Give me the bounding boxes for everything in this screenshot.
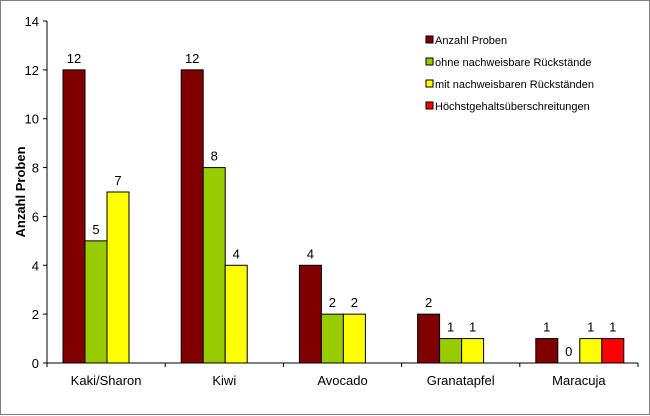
bar bbox=[439, 338, 463, 364]
data-label: 1 bbox=[447, 320, 454, 335]
data-label: 1 bbox=[543, 320, 550, 335]
data-label: 12 bbox=[185, 51, 199, 66]
data-label: 2 bbox=[425, 295, 432, 310]
bar bbox=[106, 191, 130, 364]
y-tick-label: 10 bbox=[25, 112, 39, 127]
bar bbox=[320, 313, 344, 364]
legend-swatch bbox=[425, 57, 434, 66]
data-label: 5 bbox=[92, 222, 99, 237]
y-tick-label: 0 bbox=[32, 356, 39, 371]
legend-swatch bbox=[425, 101, 434, 110]
y-tick-label: 2 bbox=[32, 307, 39, 322]
data-label: 1 bbox=[609, 320, 616, 335]
data-label: 0 bbox=[565, 344, 572, 359]
data-label: 1 bbox=[469, 320, 476, 335]
legend-label: Anzahl Proben bbox=[435, 35, 507, 47]
data-label: 2 bbox=[351, 295, 358, 310]
bar bbox=[298, 264, 322, 364]
bar bbox=[180, 69, 204, 364]
y-tick-label: 14 bbox=[25, 14, 39, 29]
data-label: 2 bbox=[329, 295, 336, 310]
bar bbox=[224, 264, 248, 364]
bar bbox=[579, 338, 603, 364]
legend-swatch bbox=[425, 79, 434, 88]
legend-swatch bbox=[425, 35, 434, 44]
bar bbox=[342, 313, 366, 364]
y-tick-label: 12 bbox=[25, 63, 39, 78]
y-tick-label: 4 bbox=[32, 258, 39, 273]
legend-label: mit nachweisbaren Rückständen bbox=[435, 79, 594, 91]
data-label: 4 bbox=[307, 246, 314, 261]
data-label: 12 bbox=[67, 51, 81, 66]
y-axis-label: Anzahl Proben bbox=[13, 146, 28, 237]
x-tick-label: Kaki/Sharon bbox=[71, 373, 142, 388]
data-label: 7 bbox=[114, 173, 121, 188]
bar bbox=[461, 338, 485, 364]
data-label: 4 bbox=[233, 246, 240, 261]
x-tick-label: Maracuja bbox=[552, 373, 606, 388]
y-tick-label: 8 bbox=[32, 161, 39, 176]
legend-label: Höchstgehaltsüberschreitungen bbox=[435, 101, 590, 113]
y-tick-label: 6 bbox=[32, 209, 39, 224]
bar bbox=[62, 69, 86, 364]
bar bbox=[601, 338, 625, 364]
bar bbox=[202, 167, 226, 364]
x-tick-label: Kiwi bbox=[212, 373, 236, 388]
bar bbox=[84, 240, 108, 364]
data-label: 1 bbox=[587, 320, 594, 335]
legend-label: ohne nachweisbare Rückstände bbox=[435, 57, 592, 69]
x-tick-label: Granatapfel bbox=[427, 373, 495, 388]
bar bbox=[535, 338, 559, 364]
data-label: 8 bbox=[211, 149, 218, 164]
x-tick-label: Avocado bbox=[317, 373, 367, 388]
bar bbox=[417, 313, 441, 364]
